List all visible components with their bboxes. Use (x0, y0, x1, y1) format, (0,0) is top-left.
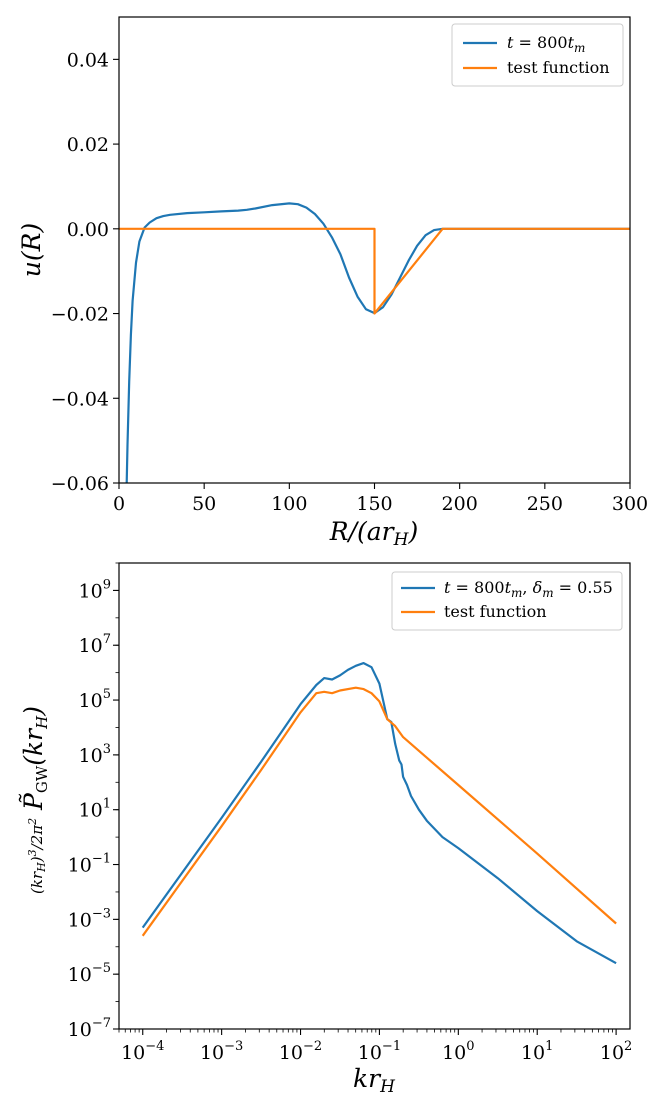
bottom-chart-legend: t = 800tm, δm = 0.55 test function (391, 571, 623, 631)
top-chart-xlabel: R/(arH) (329, 517, 418, 550)
bottom-chart: 10−4 10−3 10−2 10−1 100 101 102 10−7 10−5 10−3 10−… (19, 562, 632, 1097)
bottom-ytick-label: 101 (79, 797, 111, 822)
top-chart-series (119, 202, 630, 484)
bottom-xtick-label: 100 (442, 1039, 474, 1064)
top-ytick-label: 0.02 (67, 134, 109, 156)
top-series-line-1 (119, 227, 630, 315)
top-xtick-label: 300 (612, 493, 648, 515)
top-legend-box (451, 23, 624, 87)
legend2-label-test: test function (444, 602, 547, 621)
bottom-series-line-1 (141, 686, 617, 937)
bottom-xtick-label: 10−3 (200, 1039, 243, 1064)
bottom-xtick-label: 10−1 (358, 1039, 401, 1064)
bottom-series-line-0 (141, 661, 617, 965)
legend-label-test: test function (507, 58, 610, 77)
top-chart: 0 50 100 150 200 250 300 −0.06 −0.04 −0.02 0.00 0.0… (17, 16, 648, 550)
bottom-chart-xlabel: krH (353, 1064, 396, 1097)
bottom-xtick-label: 102 (600, 1039, 632, 1064)
bottom-legend-box (391, 571, 623, 631)
bottom-ytick-label: 103 (79, 742, 111, 767)
bottom-ytick-label: 10−7 (68, 1016, 111, 1041)
top-ytick-label: −0.04 (51, 388, 109, 410)
legend2-label-t800: t = 800tm, δm = 0.55 (444, 578, 613, 600)
bottom-ytick-label: 10−5 (68, 961, 111, 986)
top-xtick-label: 50 (192, 493, 216, 515)
top-xtick-label: 200 (442, 493, 478, 515)
top-chart-ticks: 0 50 100 150 200 250 300 −0.06 −0.04 −0.02 0.00 0.0… (51, 49, 648, 515)
bottom-chart-series (141, 661, 617, 965)
top-ytick-label: −0.06 (51, 473, 109, 495)
bottom-ytick-label: 109 (79, 577, 111, 602)
top-xtick-label: 250 (527, 493, 563, 515)
top-ytick-label: 0.00 (67, 219, 109, 241)
bottom-xtick-label: 101 (521, 1039, 553, 1064)
bottom-chart-frame (118, 562, 631, 1030)
top-chart-legend: t = 800tm test function (451, 23, 624, 87)
top-xtick-label: 150 (356, 493, 392, 515)
top-xtick-label: 0 (113, 493, 125, 515)
bottom-ytick-label: 105 (79, 687, 111, 712)
top-series-line-0 (125, 202, 630, 484)
top-xtick-label: 100 (271, 493, 307, 515)
top-chart-ylabel: u(R) (17, 223, 46, 277)
top-ytick-label: 0.04 (67, 49, 109, 71)
bottom-xtick-label: 10−2 (279, 1039, 322, 1064)
top-ytick-label: −0.02 (51, 304, 109, 326)
bottom-ytick-label: 10−3 (68, 906, 111, 931)
bottom-xtick-label: 10−4 (121, 1039, 164, 1064)
bottom-chart-ylabel: (krH)3/2π2 P̃GW(krH) (19, 706, 51, 894)
legend-label-t800: t = 800tm (507, 33, 585, 55)
bottom-ytick-label: 107 (79, 632, 111, 657)
bottom-chart-ticks: 10−4 10−3 10−2 10−1 100 101 102 10−7 10−5 10−3 10−… (68, 562, 632, 1064)
bottom-ytick-label: 10−1 (68, 852, 111, 877)
